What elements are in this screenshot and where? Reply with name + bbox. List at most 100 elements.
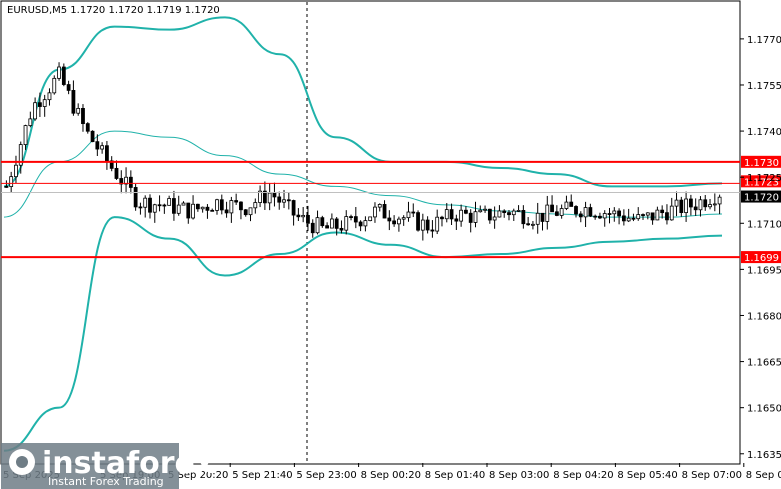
candle-body xyxy=(52,77,57,94)
candle-body xyxy=(641,214,645,216)
bollinger-lower-line xyxy=(3,216,723,452)
plot-border xyxy=(0,0,741,465)
candle-body xyxy=(583,207,588,218)
candle-body xyxy=(14,164,18,178)
candle-body xyxy=(703,199,708,208)
price-axis: 1.17701.17551.17401.17251.17101.16951.16… xyxy=(740,35,781,461)
candle-body xyxy=(516,210,521,212)
x-tick-label: 5 Sep 20:20 xyxy=(168,470,228,481)
candle-body xyxy=(382,204,387,219)
candle-body xyxy=(387,217,392,222)
candle-body xyxy=(172,198,176,214)
candle-body xyxy=(612,210,617,215)
candle-body xyxy=(248,207,253,216)
candle-body xyxy=(296,214,301,218)
candle-body xyxy=(459,209,464,222)
price-tag xyxy=(741,190,781,203)
candle-body xyxy=(38,102,42,107)
x-tick-label: 8 Sep 03:00 xyxy=(489,470,549,481)
candle-body xyxy=(377,204,382,208)
candle-body xyxy=(631,217,636,220)
candle-body xyxy=(119,178,124,185)
candle-body xyxy=(66,84,71,91)
candle-body xyxy=(329,218,334,229)
candle-body xyxy=(684,198,688,214)
candle-body xyxy=(71,90,76,114)
candle-body xyxy=(215,199,219,211)
candle-body xyxy=(57,66,61,79)
candle-body xyxy=(210,209,215,212)
y-tick-label: 1.1680 xyxy=(747,311,781,322)
candle-body xyxy=(262,190,267,204)
candle-body xyxy=(4,185,9,188)
y-tick-label: 1.1635 xyxy=(747,450,781,461)
candle-body xyxy=(229,200,234,214)
candle-body xyxy=(253,202,258,209)
candle-body xyxy=(186,202,191,219)
candle-body xyxy=(502,210,507,214)
candle-body xyxy=(411,211,416,214)
candle-body xyxy=(325,225,330,229)
candle-body xyxy=(258,190,262,203)
candle-body xyxy=(334,218,339,229)
candle-body xyxy=(435,216,440,232)
candle-body xyxy=(315,217,320,234)
candle-body xyxy=(138,206,143,209)
candle-body xyxy=(660,209,665,214)
candle-body xyxy=(234,200,239,203)
candle-body xyxy=(18,144,23,166)
candle-body xyxy=(497,210,502,218)
y-tick-label: 1.1770 xyxy=(747,35,781,46)
candle-body xyxy=(712,203,717,206)
x-tick-label: 8 Sep 04:20 xyxy=(553,470,613,481)
x-tick-label: 8 Sep 08:20 xyxy=(746,470,781,481)
candle-body xyxy=(373,206,377,218)
candle-body xyxy=(588,207,593,217)
candle-body xyxy=(301,214,306,218)
candle-body xyxy=(310,222,315,234)
candle-body xyxy=(535,212,540,225)
candle-body xyxy=(61,66,66,85)
candle-body xyxy=(114,167,119,179)
candle-body xyxy=(167,198,172,206)
candle-body xyxy=(9,176,14,187)
candle-body xyxy=(124,176,128,185)
candle-body xyxy=(636,214,641,220)
candle-body xyxy=(286,199,291,202)
candle-body xyxy=(176,204,181,214)
bollinger-bands xyxy=(3,16,723,452)
candle-body xyxy=(598,215,602,219)
candle-body xyxy=(454,218,459,222)
level-tag xyxy=(741,155,781,168)
candle-body xyxy=(545,204,550,222)
candle-body xyxy=(368,216,373,222)
candle-body xyxy=(224,209,229,214)
candle-body xyxy=(181,202,186,206)
candle-body xyxy=(464,209,468,214)
candle-body xyxy=(540,212,545,222)
price-tag xyxy=(741,175,781,188)
bollinger-middle-line xyxy=(3,130,723,218)
candle-body xyxy=(128,176,133,188)
candle-body xyxy=(392,220,397,225)
candle-body xyxy=(526,223,531,226)
candle-body xyxy=(655,209,660,221)
chart-title: EURUSD,M5 1.1720 1.1720 1.1719 1.1720 xyxy=(7,5,220,16)
candle-body xyxy=(100,145,105,150)
candle-body xyxy=(157,204,162,207)
candle-body xyxy=(267,192,272,204)
candle-body xyxy=(85,123,90,132)
watermark-tagline: Instant Forex Trading xyxy=(48,475,164,488)
candle-body xyxy=(143,197,148,208)
candle-body xyxy=(483,208,487,211)
bollinger-upper-line xyxy=(3,16,723,188)
candle-body xyxy=(444,209,449,220)
horizontal-levels: 1.1730 1.1699 1.1723 1.1720 xyxy=(1,155,781,264)
candle-body xyxy=(698,199,703,211)
x-tick-label: 5 Sep 21:40 xyxy=(232,470,292,481)
candle-body xyxy=(430,229,435,232)
candles xyxy=(4,62,722,241)
candle-body xyxy=(344,216,349,231)
candle-body xyxy=(28,118,33,126)
candle-body xyxy=(425,219,430,231)
